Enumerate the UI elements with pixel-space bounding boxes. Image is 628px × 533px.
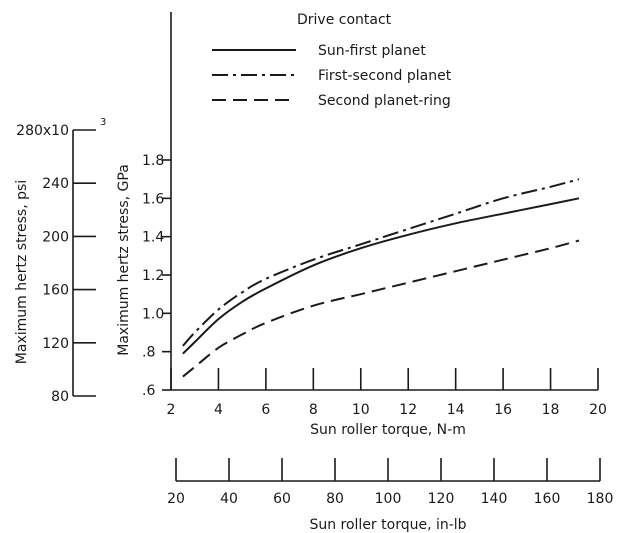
x2-tick-label: 140 xyxy=(481,491,508,507)
series-line-first-second-planet xyxy=(182,178,580,347)
x2-tick-label: 80 xyxy=(326,491,344,507)
psi-exponent: 3 xyxy=(100,117,106,128)
x2-tick-label: 180 xyxy=(587,491,614,507)
y2-tick-label: 120 xyxy=(42,336,69,352)
x2-tick-label: 100 xyxy=(375,491,402,507)
y2-tick-label: 240 xyxy=(42,176,69,192)
x2-tick-label: 40 xyxy=(220,491,238,507)
legend-title: Drive contact xyxy=(297,12,392,28)
y-tick-label: .6 xyxy=(142,383,155,399)
series-layer xyxy=(182,178,580,378)
x-tick-label: 2 xyxy=(167,402,176,418)
y-tick-label: 1.0 xyxy=(142,306,164,322)
legend-label-first-second-planet: First-second planet xyxy=(318,68,452,84)
y2-tick-label: 200 xyxy=(42,229,69,245)
y-tick-label: 1.2 xyxy=(142,268,164,284)
x-tick-label: 8 xyxy=(309,402,318,418)
y-tick-label: 1.6 xyxy=(142,191,164,207)
y-tick-label: 1.4 xyxy=(142,230,164,246)
y2-tick-label: 280x10 xyxy=(16,123,69,139)
x-tick-label: 16 xyxy=(494,402,512,418)
x-axis-title: Sun roller torque, N-m xyxy=(310,422,466,438)
x2-tick-label: 160 xyxy=(534,491,561,507)
x-tick-label: 6 xyxy=(261,402,270,418)
series-line-second-planet-ring xyxy=(182,239,580,378)
x-tick-label: 12 xyxy=(399,402,417,418)
ticks-layer: 2 4 6 8 10 12 14 16 18 20 .6 .8 1.0 1.2 1.4 1.6 1.8 20 40 6… xyxy=(16,123,613,507)
y-tick-label: .8 xyxy=(142,345,155,361)
x-tick-label: 10 xyxy=(352,402,370,418)
legend: Drive contact Sun-first planet First-sec… xyxy=(212,12,452,109)
x-tick-label: 14 xyxy=(447,402,465,418)
y-axis-title: Maximum hertz stress, GPa xyxy=(116,164,132,356)
x-axis-secondary-title: Sun roller torque, in-lb xyxy=(309,517,466,533)
x2-tick-label: 120 xyxy=(428,491,455,507)
x-tick-label: 18 xyxy=(542,402,560,418)
legend-label-second-planet-ring: Second planet-ring xyxy=(318,93,451,109)
x2-tick-label: 60 xyxy=(273,491,291,507)
y-axis-secondary-title: Maximum hertz stress, psi xyxy=(14,180,30,364)
x-tick-label: 20 xyxy=(589,402,607,418)
y2-tick-label: 80 xyxy=(51,389,69,405)
x2-tick-label: 20 xyxy=(167,491,185,507)
x-tick-label: 4 xyxy=(214,402,223,418)
series-line-sun-first-planet xyxy=(182,197,580,355)
legend-label-sun-first-planet: Sun-first planet xyxy=(318,43,426,59)
y-tick-label: 1.8 xyxy=(142,153,164,169)
y2-tick-label: 160 xyxy=(42,283,69,299)
